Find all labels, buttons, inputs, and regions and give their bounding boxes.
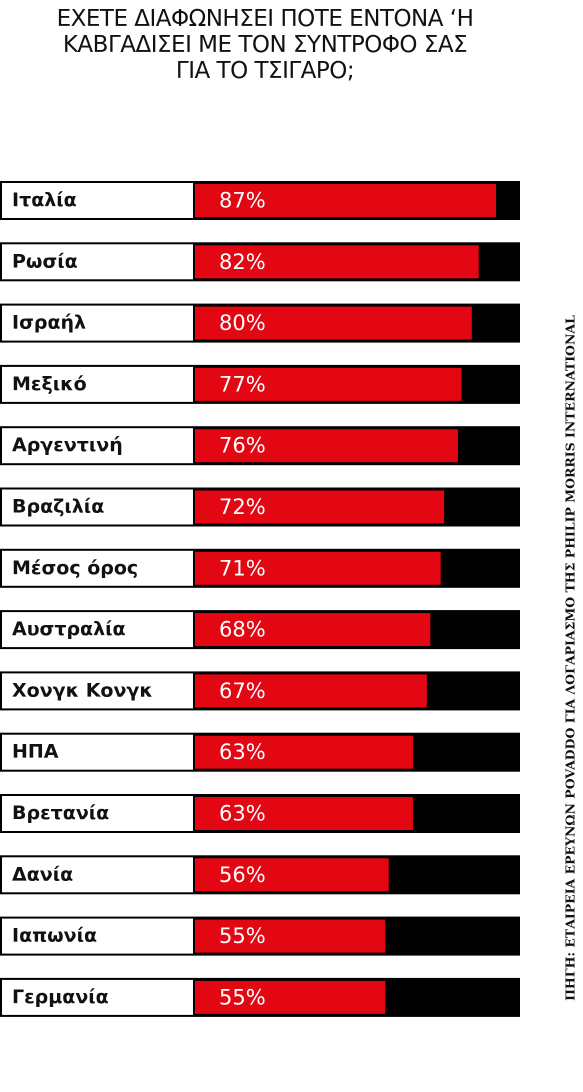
label-box [0,671,195,711]
bar [195,674,427,708]
value-label: 72% [219,495,266,519]
value-label: 55% [219,924,266,948]
category-label: Μεξικό [12,373,87,395]
category-label: Δανία [12,863,73,885]
value-label: 71% [219,556,266,580]
category-label: Μέσος όρος [12,557,138,579]
category-label: Ιταλία [12,189,77,211]
value-label: 56% [219,863,266,887]
label-box [0,487,195,527]
bar [195,551,441,585]
value-label: 55% [219,985,266,1009]
value-label: 63% [219,802,266,826]
category-label: Αυστραλία [12,618,126,640]
category-label: Χονγκ Κονγκ [12,679,153,701]
bar [195,429,458,463]
category-label: Βρετανία [12,802,109,824]
source-note: ΠΗΓΗ: ΕΤΑΙΡΕΙΑ ΕΡΕΥΝΩΝ POVADDO ΓΙΑ ΛΟΓΑΡ… [563,315,578,1001]
value-label: 87% [219,189,266,213]
category-label: Γερμανία [12,986,109,1008]
bar [195,613,431,647]
bar [195,980,386,1014]
chart-title: ΕΧΕΤΕ ΔΙΑΦΩΝΗΣΕΙ ΠΟΤΕ ΕΝΤΟΝΑ ‘Η ΚΑΒΓΑΔΙΣ… [56,6,474,84]
category-label: Βραζιλία [12,496,104,518]
label-box [0,548,195,588]
label-box [0,303,195,343]
label-box [0,732,195,772]
label-box [0,916,195,956]
value-label: 63% [219,740,266,764]
bar [195,919,386,953]
value-label: 82% [219,250,266,274]
label-box [0,364,195,404]
category-label: ΗΠΑ [12,741,59,763]
category-label: Ιαπωνία [12,925,97,947]
label-box [0,610,195,650]
label-box [0,242,195,282]
bar [195,735,413,769]
bar [195,184,497,217]
label-box [0,855,195,895]
category-label: Ισραήλ [12,312,86,334]
bar [195,306,472,340]
bar [195,797,413,830]
bar [195,490,445,524]
category-label: Ρωσία [12,250,78,272]
label-box [0,181,195,220]
value-label: 77% [219,372,266,396]
bar [195,367,462,401]
category-label: Αργεντινή [12,434,123,456]
bar [195,245,479,279]
value-label: 80% [219,311,266,335]
label-box [0,426,195,466]
bar [195,858,389,892]
value-label: 68% [219,618,266,642]
label-box [0,977,195,1017]
label-box [0,794,195,833]
value-label: 76% [219,434,266,458]
value-label: 67% [219,679,266,703]
